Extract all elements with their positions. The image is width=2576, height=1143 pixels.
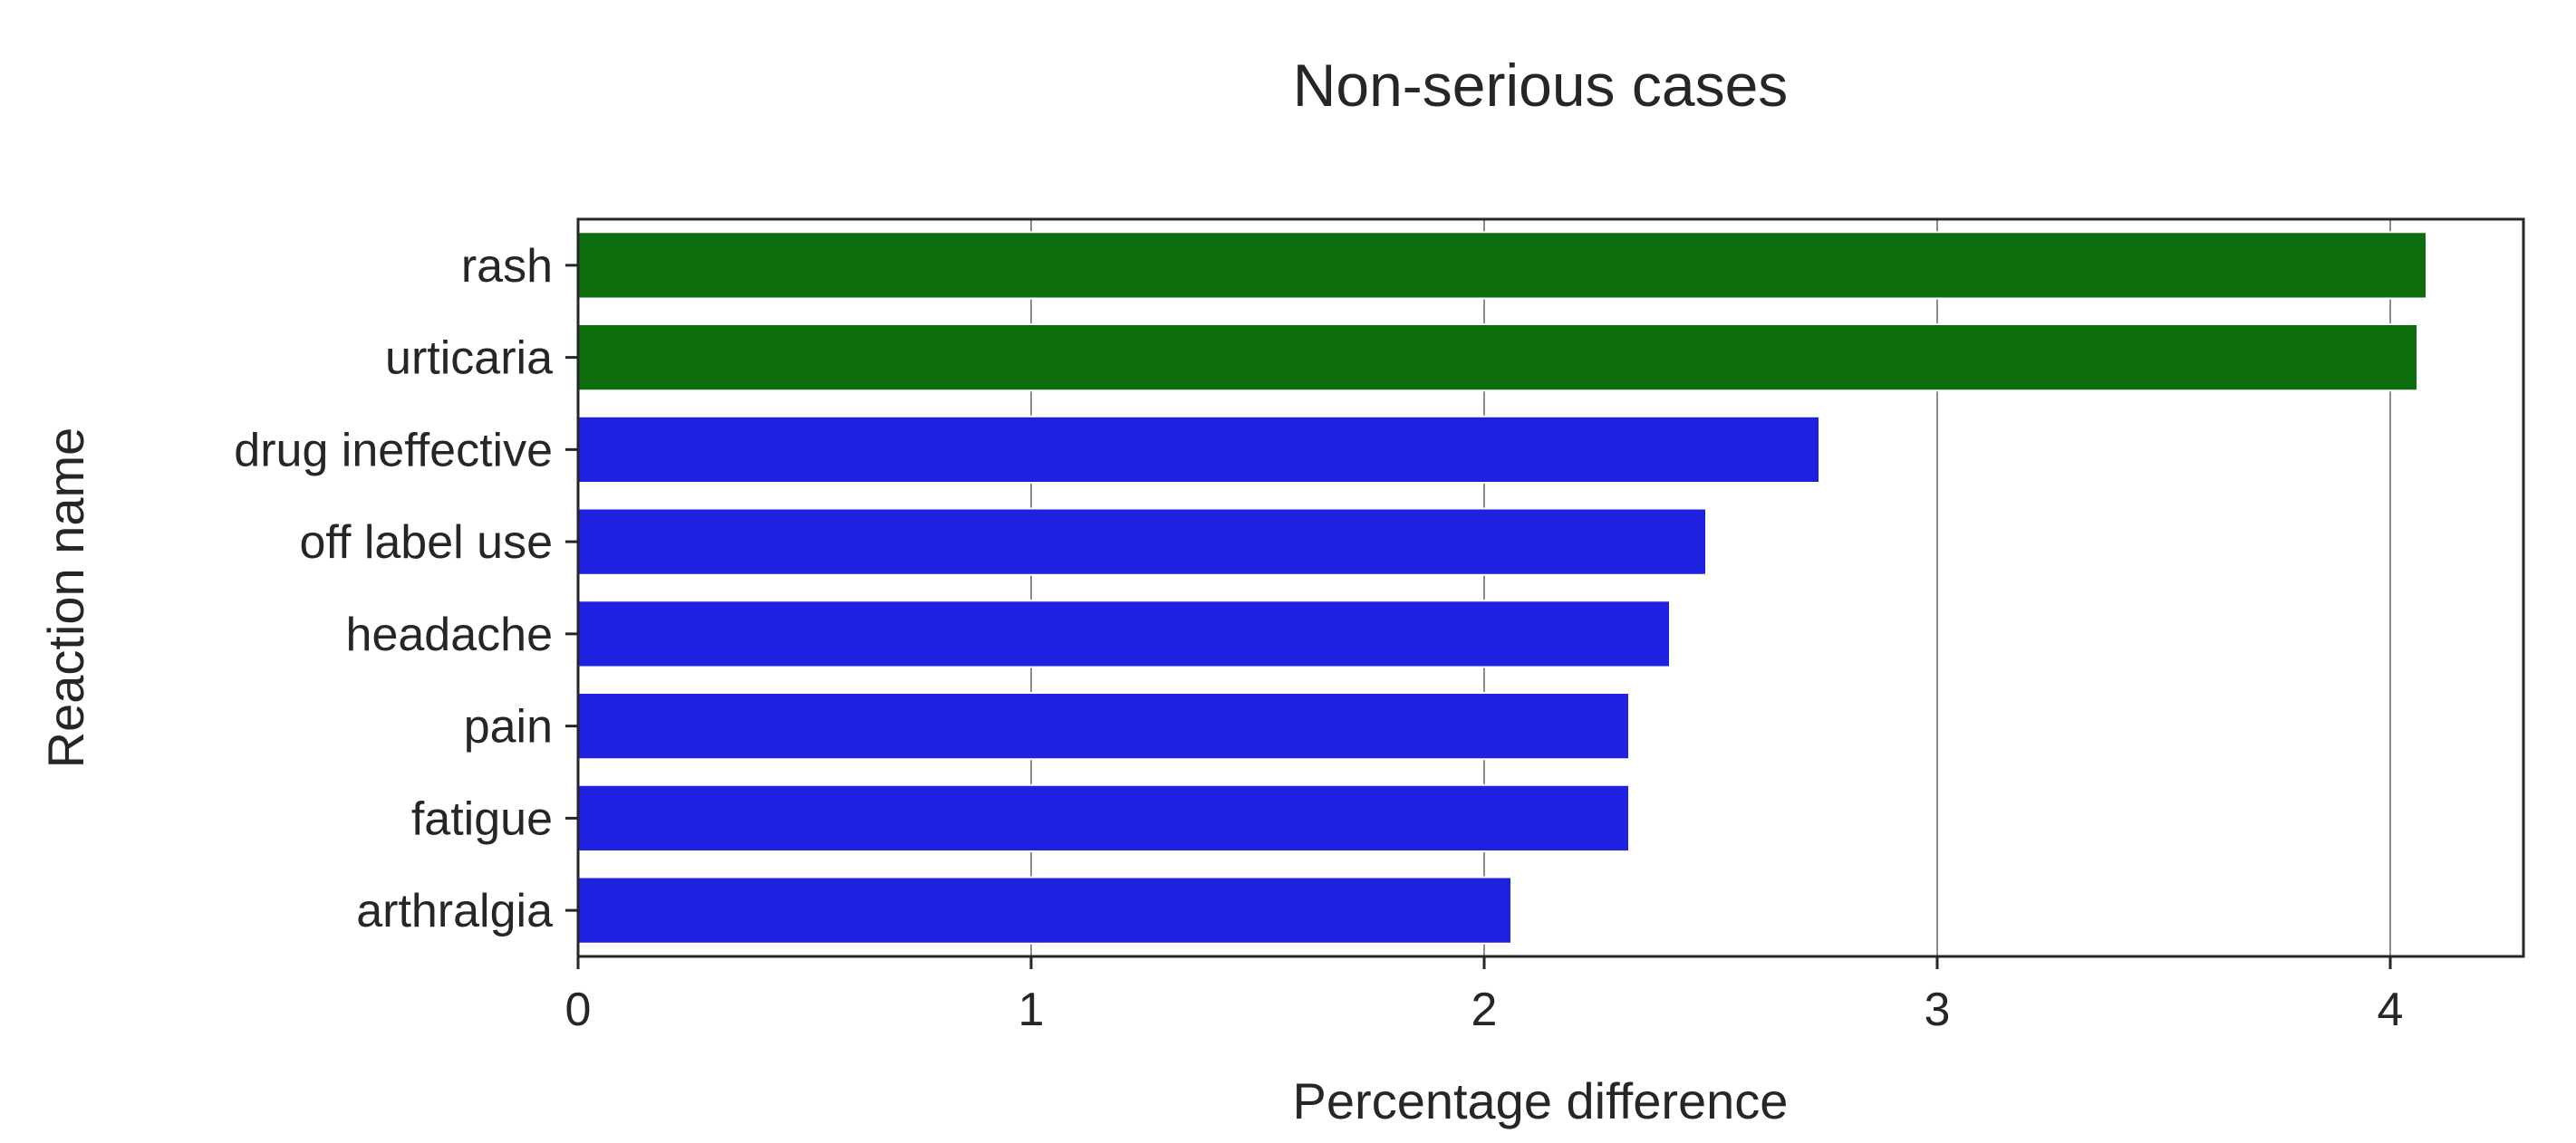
x-tick-label: 3 xyxy=(1925,984,1951,1036)
bar-off-label-use xyxy=(577,507,1707,576)
x-tick-label: 2 xyxy=(1471,984,1498,1036)
y-tick-label: pain xyxy=(464,701,553,754)
x-tick-label: 4 xyxy=(2378,984,2404,1036)
y-tick-label: off label use xyxy=(300,516,553,569)
y-tick-label: headache xyxy=(346,609,553,661)
y-tick-label: rash xyxy=(461,240,553,293)
plot-frame xyxy=(576,217,2525,958)
x-tick-label: 1 xyxy=(1018,984,1045,1036)
y-tick-label: urticaria xyxy=(385,332,553,385)
bar-rash xyxy=(577,231,2427,300)
bar-urticaria xyxy=(577,322,2418,392)
chart-title: Non-serious cases xyxy=(1293,52,1789,119)
bar-fatigue xyxy=(577,783,1630,853)
y-axis-label: Reaction name xyxy=(37,427,94,769)
bars xyxy=(577,231,2427,945)
x-tick-label: 0 xyxy=(565,984,592,1036)
bar-drug-ineffective xyxy=(577,415,1820,485)
x-axis-ticks: 0 1 2 3 4 xyxy=(565,956,2404,1036)
bar-pain xyxy=(577,691,1630,761)
y-axis-ticks: rash urticaria drug ineffective off label u… xyxy=(234,240,578,937)
x-axis-label: Percentage difference xyxy=(1293,1072,1789,1129)
y-tick-label: arthralgia xyxy=(356,885,553,937)
y-tick-label: fatigue xyxy=(411,792,553,845)
bar-headache xyxy=(577,600,1671,668)
y-tick-label: drug ineffective xyxy=(234,424,553,476)
bar-arthralgia xyxy=(577,876,1512,945)
